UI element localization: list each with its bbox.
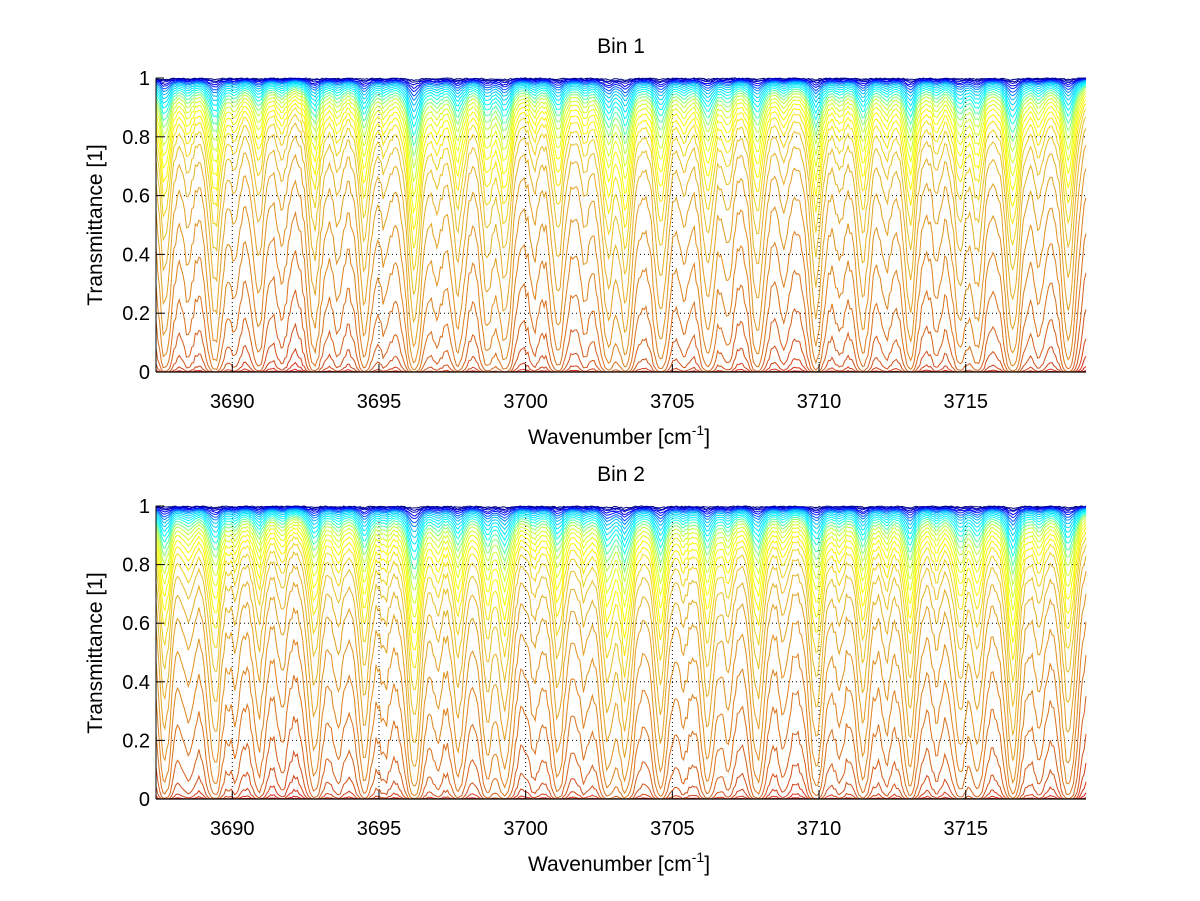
spectrum-series-23 xyxy=(155,556,1087,743)
y-axis-label: Transmittance [1] xyxy=(84,144,107,305)
x-axis-label: Wavenumber [cm-1] xyxy=(528,422,710,449)
spectrum-series-6 xyxy=(155,79,1087,97)
spectrum-series-1 xyxy=(155,505,1087,509)
y-ticks: 0 0.2 0.4 0.6 0.8 1 xyxy=(122,68,164,384)
chart-title: Bin 1 xyxy=(597,35,645,58)
y-tick-label: 0.6 xyxy=(122,186,150,208)
x-axis-label-superscript: -1 xyxy=(692,422,705,438)
subplot-bin-2: 3690 3695 3700 3705 3710 3715 00.20.40.60.81 … xyxy=(84,463,1087,876)
spectrum-series-26 xyxy=(155,197,1087,371)
spectrum-series-22 xyxy=(155,544,1087,715)
y-axis-label: Transmittance [1] xyxy=(84,572,107,733)
spectrum-series-14 xyxy=(155,86,1087,158)
x-axis-label-text: Wavenumber [cm xyxy=(528,853,692,876)
spectrum-series-5 xyxy=(155,507,1087,520)
subplot-bin-1: 3690 3695 3700 3705 3710 3715 00.20.40.60.81 … xyxy=(84,35,1087,449)
spectrum-series-20 xyxy=(155,531,1087,669)
x-axis-label-text: Wavenumber [cm xyxy=(528,426,692,449)
spectrum-series-7 xyxy=(155,507,1087,528)
x-tick-label: 3710 xyxy=(797,391,842,413)
spectrum-series-9 xyxy=(155,81,1087,113)
spectrum-series-9 xyxy=(155,509,1087,538)
x-ticks: 3690 3695 3700 3705 3710 3715 xyxy=(210,364,988,413)
y-tick-label: 0.8 xyxy=(122,555,150,577)
y-tick-label: 0.6 xyxy=(122,613,150,635)
x-ticks: 3690 3695 3700 3705 3710 3715 xyxy=(210,791,988,840)
spectrum-series-17 xyxy=(155,93,1087,198)
axes-frame xyxy=(155,506,1086,800)
spectrum-series-10 xyxy=(155,510,1087,545)
spectrum-series-3 xyxy=(155,505,1087,513)
spectrum-series-24 xyxy=(155,145,1087,348)
spectrum-series-20 xyxy=(155,103,1087,249)
spectrum-series-28 xyxy=(155,272,1087,373)
chart-title: Bin 2 xyxy=(597,463,645,486)
spectrum-series-13 xyxy=(155,513,1087,570)
x-axis-label-suffix: ] xyxy=(704,426,710,449)
y-tick-label: 0.8 xyxy=(122,127,150,149)
spectrum-series-5 xyxy=(155,79,1087,93)
x-tick-label: 3700 xyxy=(503,818,548,840)
y-tick-label: 0.4 xyxy=(122,672,150,694)
spectrum-series-21 xyxy=(155,537,1087,691)
y-tick-label: 0 xyxy=(139,362,150,384)
x-tick-label: 3710 xyxy=(797,818,842,840)
x-tick-label: 3695 xyxy=(357,391,402,413)
spectrum-series-10 xyxy=(155,82,1087,120)
spectrum-series-16 xyxy=(155,518,1087,604)
spectrum-series-13 xyxy=(155,85,1087,147)
spectrum-series-7 xyxy=(155,80,1087,101)
x-tick-label: 3690 xyxy=(210,818,255,840)
spectrum-series-8 xyxy=(155,508,1087,533)
spectrum-series-11 xyxy=(155,83,1087,128)
y-tick-label: 1 xyxy=(139,68,150,90)
spectrum-series-18 xyxy=(155,96,1087,215)
x-tick-label: 3715 xyxy=(943,818,988,840)
spectrum-series-26 xyxy=(155,621,1087,796)
y-ticks: 0 0.2 0.4 0.6 0.8 1 xyxy=(122,496,164,811)
x-axis-label-superscript: -1 xyxy=(692,849,705,865)
spectrum-series-18 xyxy=(155,524,1087,634)
spectrum-series-16 xyxy=(155,90,1087,183)
spectrum-series-25 xyxy=(155,168,1087,364)
spectrum-series-25 xyxy=(155,593,1087,787)
spectrum-series-19 xyxy=(155,99,1087,230)
x-tick-label: 3705 xyxy=(650,391,695,413)
y-tick-label: 0.2 xyxy=(122,730,150,752)
x-tick-label: 3700 xyxy=(503,391,548,413)
x-axis-label: Wavenumber [cm-1] xyxy=(528,849,710,876)
spectrum-series-3 xyxy=(155,77,1087,86)
spectrum-series-28 xyxy=(155,696,1087,800)
spectrum-series-11 xyxy=(155,511,1087,552)
spectrum-series-19 xyxy=(155,527,1087,651)
spectrum-series-12 xyxy=(155,512,1087,560)
spectrum-series-21 xyxy=(155,109,1087,271)
spectrum-series-15 xyxy=(155,516,1087,591)
y-tick-label: 0.2 xyxy=(122,303,150,325)
x-tick-label: 3715 xyxy=(943,391,988,413)
spectrum-series-27 xyxy=(155,655,1087,799)
y-tick-label: 0 xyxy=(139,789,150,811)
spectrum-series-17 xyxy=(155,521,1087,618)
x-tick-label: 3695 xyxy=(357,818,402,840)
x-tick-label: 3690 xyxy=(210,391,255,413)
spectrum-series-12 xyxy=(155,84,1087,137)
spectrum-series-6 xyxy=(155,507,1087,524)
y-tick-label: 1 xyxy=(139,496,150,518)
spectrum-series-24 xyxy=(155,571,1087,767)
spectrum-series-14 xyxy=(155,515,1087,580)
axes-frame xyxy=(155,78,1086,373)
spectrum-series-8 xyxy=(155,80,1087,107)
spectrum-series-23 xyxy=(155,128,1087,324)
spectrum-series-22 xyxy=(155,116,1087,295)
y-tick-label: 0.4 xyxy=(122,244,150,266)
spectrum-series-4 xyxy=(155,78,1087,89)
x-tick-label: 3705 xyxy=(650,818,695,840)
spectrum-series-27 xyxy=(155,233,1087,373)
spectrum-series-15 xyxy=(155,88,1087,169)
x-axis-label-suffix: ] xyxy=(704,853,710,876)
